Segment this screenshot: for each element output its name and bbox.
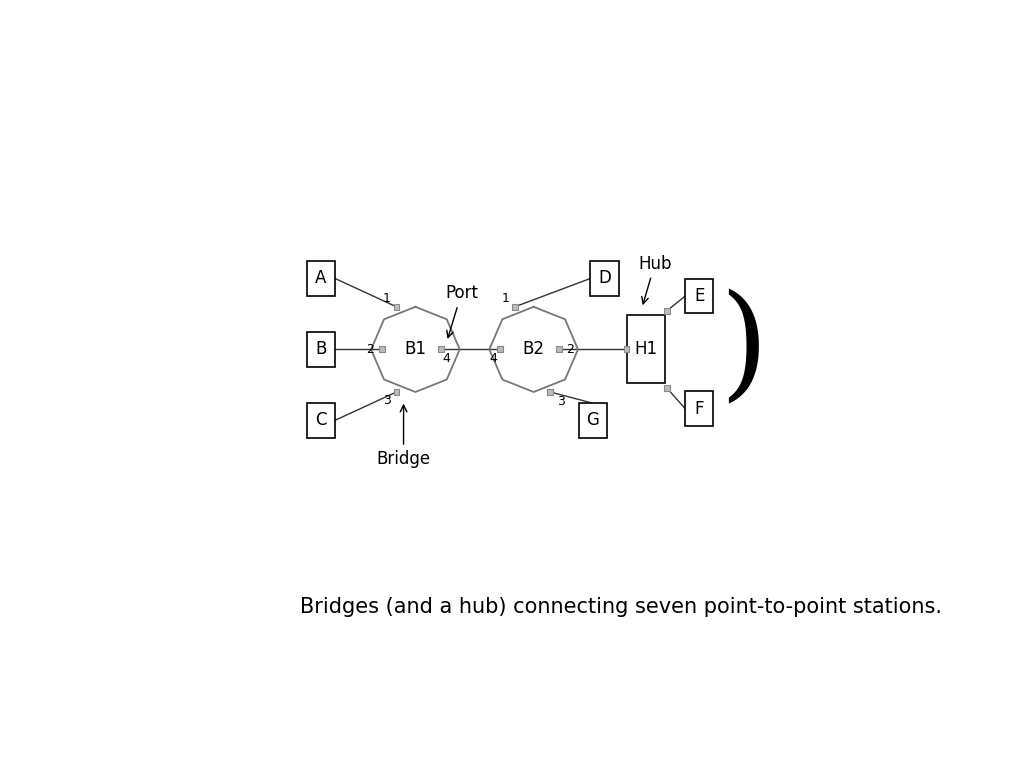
Bar xyxy=(379,346,385,353)
Text: 4: 4 xyxy=(442,353,451,366)
Text: 2: 2 xyxy=(566,343,573,356)
Text: G: G xyxy=(587,412,599,429)
Bar xyxy=(556,346,562,353)
Text: F: F xyxy=(694,399,705,418)
Bar xyxy=(685,279,714,313)
Bar xyxy=(685,392,714,425)
Bar xyxy=(306,403,335,438)
Text: 3: 3 xyxy=(557,395,565,408)
Text: H1: H1 xyxy=(635,340,657,359)
Bar xyxy=(306,261,335,296)
Bar xyxy=(393,304,399,310)
Text: Bridges (and a hub) connecting seven point-to-point stations.: Bridges (and a hub) connecting seven poi… xyxy=(300,597,942,617)
Text: 1: 1 xyxy=(383,292,391,305)
Text: A: A xyxy=(315,270,327,287)
Text: D: D xyxy=(598,270,611,287)
Text: E: E xyxy=(694,287,705,305)
Text: Port: Port xyxy=(445,284,478,338)
Text: B2: B2 xyxy=(522,340,545,359)
Text: Bridge: Bridge xyxy=(377,406,431,468)
Bar xyxy=(664,385,670,391)
Bar xyxy=(512,304,518,310)
Text: Hub: Hub xyxy=(638,255,672,304)
Text: C: C xyxy=(315,412,327,429)
Bar xyxy=(627,316,666,383)
Bar xyxy=(591,261,618,296)
Text: 2: 2 xyxy=(366,343,374,356)
Bar xyxy=(497,346,503,353)
Bar xyxy=(306,333,335,366)
Text: 4: 4 xyxy=(488,353,497,366)
Text: B: B xyxy=(315,340,327,359)
Bar xyxy=(547,389,553,395)
Text: B1: B1 xyxy=(404,340,426,359)
Text: 3: 3 xyxy=(383,394,391,407)
Text: 1: 1 xyxy=(502,292,509,305)
Bar xyxy=(664,308,670,314)
Bar xyxy=(624,346,630,353)
Bar xyxy=(393,389,399,395)
Bar xyxy=(579,403,607,438)
Bar xyxy=(438,346,443,353)
Text: ): ) xyxy=(719,289,768,410)
